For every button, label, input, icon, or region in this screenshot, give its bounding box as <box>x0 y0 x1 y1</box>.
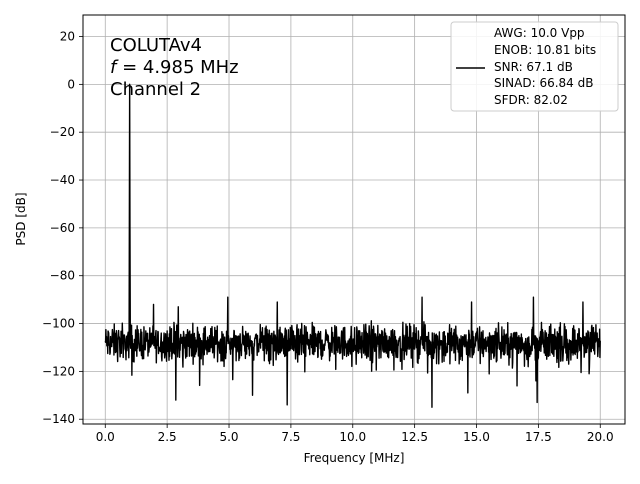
legend-snr: SNR: 67.1 dB <box>494 60 573 74</box>
x-tick-label: 2.5 <box>158 430 177 444</box>
annotation-frequency: f = 4.985 MHz <box>110 57 239 78</box>
x-tick-label: 5.0 <box>219 430 238 444</box>
legend-box <box>450 21 619 112</box>
x-tick-label: 0.0 <box>96 430 115 444</box>
y-tick-label: −40 <box>50 173 75 187</box>
y-tick-label: −100 <box>42 317 75 331</box>
x-tick-label: 10.0 <box>339 430 366 444</box>
x-tick-label: 15.0 <box>463 430 490 444</box>
y-tick-label: −120 <box>42 364 75 378</box>
legend-enob: ENOB: 10.81 bits <box>494 43 596 57</box>
y-axis-label: PSD [dB] <box>14 192 28 245</box>
y-tick-label: 0 <box>67 77 75 91</box>
annotation-channel: Channel 2 <box>110 79 201 100</box>
x-tick-label: 20.0 <box>587 430 614 444</box>
y-tick-label: −80 <box>50 269 75 283</box>
data-layer <box>104 83 601 408</box>
x-tick-label: 7.5 <box>281 430 300 444</box>
tick-layer: 0.0 2.5 5.0 7.5 10.0 12.5 15.0 17.5 20.0 20 0 −20 −4… <box>42 30 614 444</box>
x-tick-label: 12.5 <box>401 430 428 444</box>
y-tick-label: 20 <box>60 30 75 44</box>
annotation-frequency-symbol: f <box>110 57 119 78</box>
y-tick-label: −20 <box>50 125 75 139</box>
annotation: COLUTAv4 f = 4.985 MHz Channel 2 <box>110 35 239 100</box>
legend: AWG: 10.0 Vpp ENOB: 10.81 bits SNR: 67.1… <box>450 21 619 112</box>
grid-layer <box>83 15 625 424</box>
x-tick-label: 17.5 <box>525 430 552 444</box>
legend-awg: AWG: 10.0 Vpp <box>494 26 585 40</box>
annotation-frequency-value: = 4.985 MHz <box>116 57 238 78</box>
legend-sfdr: SFDR: 82.02 <box>494 93 568 107</box>
annotation-device: COLUTAv4 <box>110 35 202 56</box>
legend-sinad: SINAD: 66.84 dB <box>494 76 593 90</box>
axes-frame <box>82 14 626 425</box>
y-tick-label: −140 <box>42 412 75 426</box>
x-axis-label: Frequency [MHz] <box>304 451 405 465</box>
y-tick-label: −60 <box>50 221 75 235</box>
psd-series-line <box>104 83 601 408</box>
